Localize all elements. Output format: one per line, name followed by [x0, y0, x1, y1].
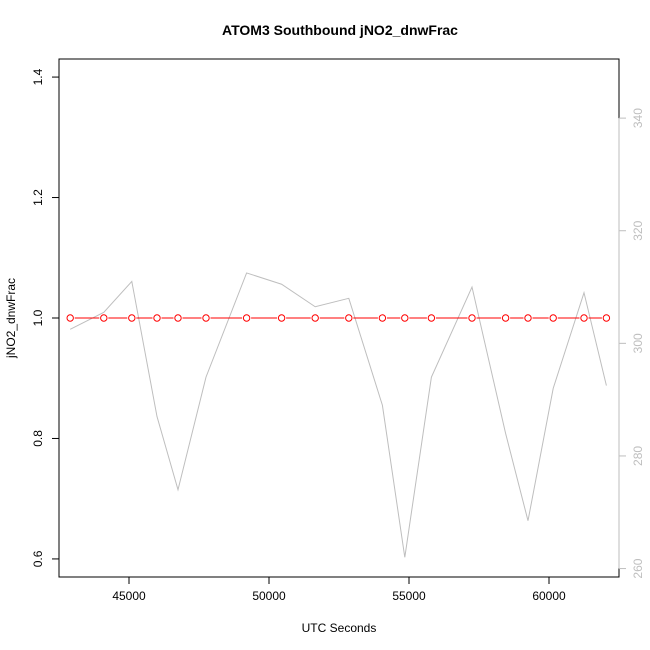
- data-point: [549, 314, 557, 322]
- data-point: [468, 314, 476, 322]
- y2-tick-label: 300: [631, 333, 645, 353]
- series-layer: [66, 272, 611, 558]
- y-tick-label: 1.4: [31, 68, 45, 85]
- y-tick-label: 1.0: [31, 309, 45, 326]
- y-axis-left: 0.6 0.8 1.0 1.2 1.4: [31, 68, 60, 567]
- data-point: [277, 314, 286, 322]
- y2-tick-label: 260: [631, 558, 645, 578]
- data-point: [602, 314, 611, 322]
- data-point: [401, 314, 409, 322]
- data-point: [153, 314, 161, 322]
- data-point: [174, 314, 182, 322]
- data-point: [524, 314, 532, 322]
- y2-tick-label: 320: [631, 220, 645, 240]
- y-tick-label: 0.6: [31, 550, 45, 567]
- data-point: [580, 314, 588, 322]
- series-line: [69, 272, 607, 558]
- y-axis-label: jNO2_dnwFrac: [4, 278, 18, 359]
- y-tick-label: 1.2: [31, 189, 45, 206]
- data-point: [202, 314, 210, 322]
- data-point: [100, 314, 108, 322]
- data-point: [311, 314, 319, 322]
- y-axis-right: 260 280 300 320 340: [618, 108, 645, 579]
- x-tick-label: 50000: [252, 589, 286, 603]
- data-point: [501, 314, 510, 322]
- data-point: [427, 314, 436, 322]
- y-tick-label: 0.8: [31, 430, 45, 447]
- x-tick-label: 45000: [112, 589, 146, 603]
- data-point: [242, 314, 251, 322]
- x-tick-label: 60000: [532, 589, 566, 603]
- data-point: [66, 314, 74, 322]
- data-point: [345, 314, 353, 322]
- data-point: [378, 314, 387, 322]
- y2-tick-label: 280: [631, 446, 645, 466]
- data-point: [128, 314, 136, 322]
- x-axis-label: UTC Seconds: [302, 621, 377, 635]
- x-axis: 45000 50000 55000 60000: [112, 576, 566, 603]
- y2-tick-label: 340: [631, 108, 645, 128]
- x-tick-label: 55000: [392, 589, 426, 603]
- chart-title: ATOM3 Southbound jNO2_dnwFrac: [222, 22, 458, 38]
